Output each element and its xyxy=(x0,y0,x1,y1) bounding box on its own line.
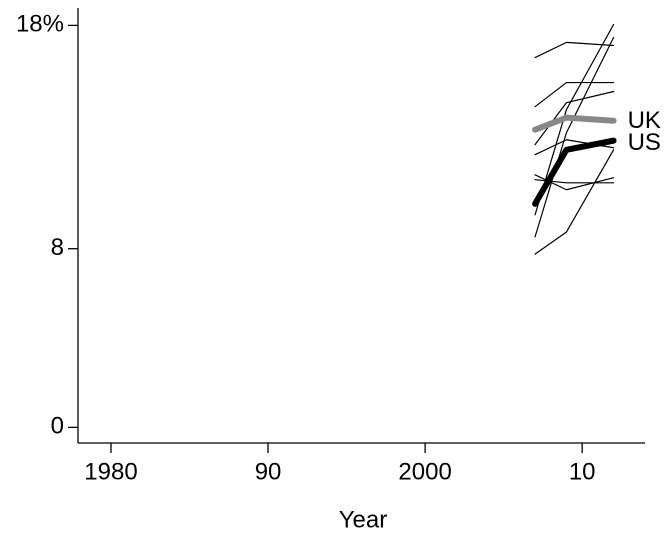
x-tick-label: 2000 xyxy=(398,458,451,485)
series-label: US xyxy=(628,129,661,156)
series-line xyxy=(534,174,615,191)
y-tick-label: 0 xyxy=(51,413,64,440)
series-line xyxy=(532,137,617,207)
series-line xyxy=(534,81,615,108)
x-tick-label: 90 xyxy=(255,458,282,485)
series-label: UK xyxy=(628,107,661,134)
x-tick-label: 1980 xyxy=(84,458,137,485)
series-line xyxy=(534,90,615,146)
x-tick-label: 10 xyxy=(569,458,596,485)
x-axis-label: Year xyxy=(339,506,388,533)
series-line xyxy=(534,149,615,255)
series-line xyxy=(532,114,617,133)
series-line xyxy=(534,36,615,238)
y-tick-label: 8 xyxy=(51,234,64,261)
y-tick-label: 18% xyxy=(16,11,64,38)
series-line xyxy=(534,41,615,59)
